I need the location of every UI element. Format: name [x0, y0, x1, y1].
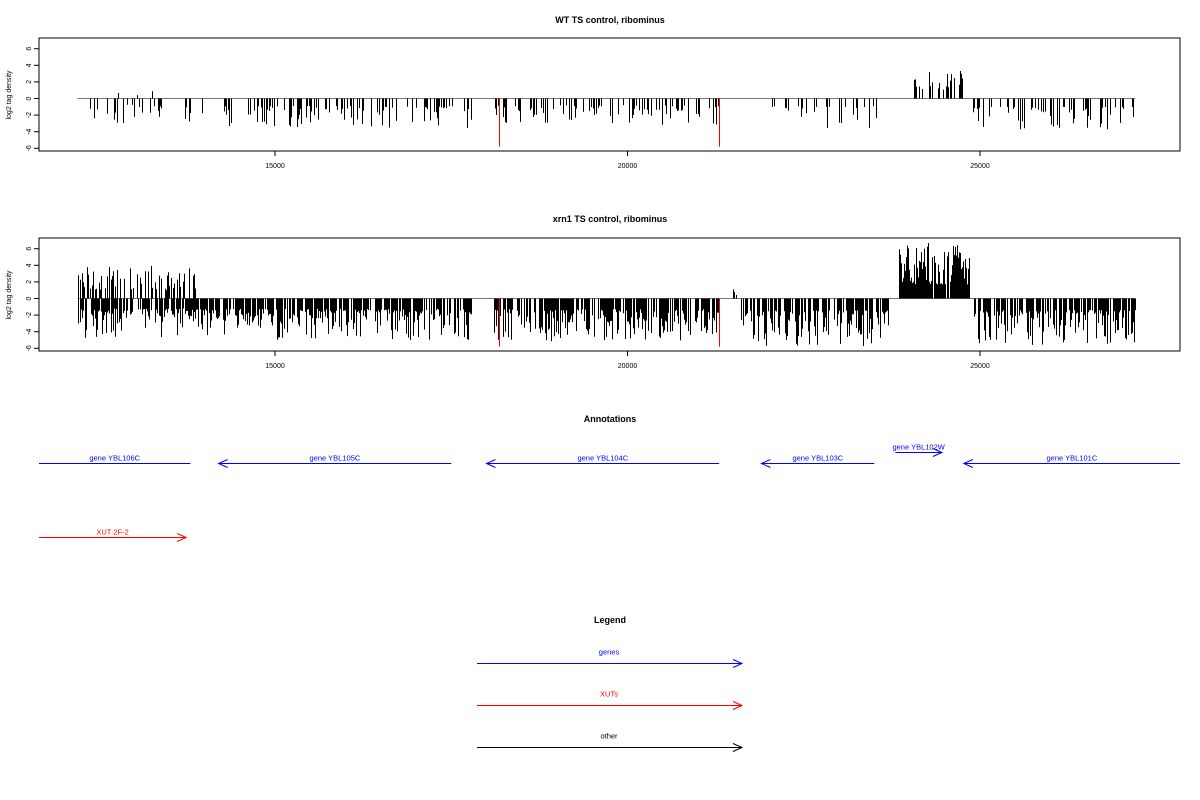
xrn1-track-panel: xrn1 TS control, ribominus log2 tag dens… — [6, 214, 1181, 370]
y-tick-label: 2 — [26, 80, 33, 84]
legend-item: genes — [477, 648, 744, 668]
legend-label: other — [600, 732, 618, 741]
feature-label: gene YBL103C — [792, 454, 843, 463]
x-tick-label: 15000 — [265, 363, 285, 370]
x-tick-label: 15000 — [265, 163, 285, 170]
y-tick-label: 4 — [26, 263, 33, 267]
xrn1-y-ticks: 6 4 2 0 -2 -4 -6 — [26, 247, 39, 351]
legend-label: XUTs — [600, 690, 618, 699]
wt-track-panel: WT TS control, ribominus log2 tag densit… — [6, 15, 1181, 170]
annotation-feature: gene YBL104C — [485, 454, 720, 468]
legend-arrowhead — [732, 659, 744, 668]
wt-plot-frame — [38, 37, 1181, 152]
feature-arrowhead — [485, 459, 496, 468]
y-tick-label: 4 — [26, 63, 33, 67]
legend-title: Legend — [594, 615, 626, 625]
feature-arrowhead — [176, 533, 188, 542]
x-tick-label: 25000 — [970, 163, 990, 170]
y-tick-label: -6 — [26, 145, 33, 151]
feature-arrowhead — [760, 459, 771, 468]
x-tick-label: 20000 — [618, 363, 638, 370]
y-tick-label: -4 — [26, 128, 33, 134]
xrn1-signal-bars — [77, 242, 1136, 347]
annotation-feature: gene YBL106C — [39, 454, 191, 464]
legend-label: genes — [599, 648, 620, 657]
feature-arrowhead — [962, 459, 973, 468]
wt-y-axis-label: log2 tag density — [6, 70, 13, 120]
xrn1-y-axis-label: log2 tag density — [6, 270, 13, 320]
xrn1-plot-frame — [38, 237, 1181, 352]
xrn1-panel-title: xrn1 TS control, ribominus — [553, 214, 668, 224]
annotation-features: gene YBL106C gene YBL105C gene YBL104C gene… — [39, 443, 1180, 542]
y-tick-label: -6 — [26, 345, 33, 351]
x-tick-label: 25000 — [970, 363, 990, 370]
y-tick-label: 6 — [26, 247, 33, 251]
annotation-feature: XUT 2F-2 — [39, 528, 188, 542]
feature-label: gene YBL104C — [577, 454, 628, 463]
legend-items: genes XUTs other — [477, 648, 744, 752]
feature-label: gene YBL101C — [1047, 454, 1098, 463]
y-tick-label: -2 — [26, 312, 33, 318]
annotations-title: Annotations — [584, 414, 637, 424]
y-tick-label: 0 — [26, 296, 33, 300]
wt-panel-title: WT TS control, ribominus — [555, 15, 665, 25]
wt-signal-bars — [77, 70, 1136, 147]
feature-label: gene YBL105C — [310, 454, 361, 463]
wt-y-ticks: 6 4 2 0 -2 -4 -6 — [26, 47, 39, 151]
legend-arrowhead — [732, 743, 744, 752]
y-tick-label: 0 — [26, 96, 33, 100]
legend-item: XUTs — [477, 690, 744, 710]
y-tick-label: -2 — [26, 112, 33, 118]
feature-arrowhead — [217, 459, 228, 468]
y-tick-label: -4 — [26, 328, 33, 334]
annotation-feature: gene YBL101C — [962, 454, 1180, 468]
feature-label: gene YBL102W — [892, 443, 945, 452]
feature-arrowhead — [932, 448, 944, 457]
annotations-panel: Annotations gene YBL106C gene YBL105C gene… — [39, 414, 1180, 542]
x-tick-label: 20000 — [618, 163, 638, 170]
xrn1-x-ticks: 15000 20000 25000 — [265, 351, 990, 370]
wt-x-ticks: 15000 20000 25000 — [265, 151, 990, 170]
y-tick-label: 2 — [26, 280, 33, 284]
feature-label: XUT 2F-2 — [96, 528, 128, 537]
feature-label: gene YBL106C — [89, 454, 140, 463]
y-tick-label: 6 — [26, 47, 33, 51]
legend-arrowhead — [732, 701, 744, 710]
annotation-feature: gene YBL103C — [760, 454, 875, 468]
annotation-feature: gene YBL102W — [892, 443, 946, 457]
annotation-feature: gene YBL105C — [217, 454, 452, 468]
legend-item: other — [477, 732, 744, 752]
legend-panel: Legend genes XUTs other — [477, 615, 744, 752]
